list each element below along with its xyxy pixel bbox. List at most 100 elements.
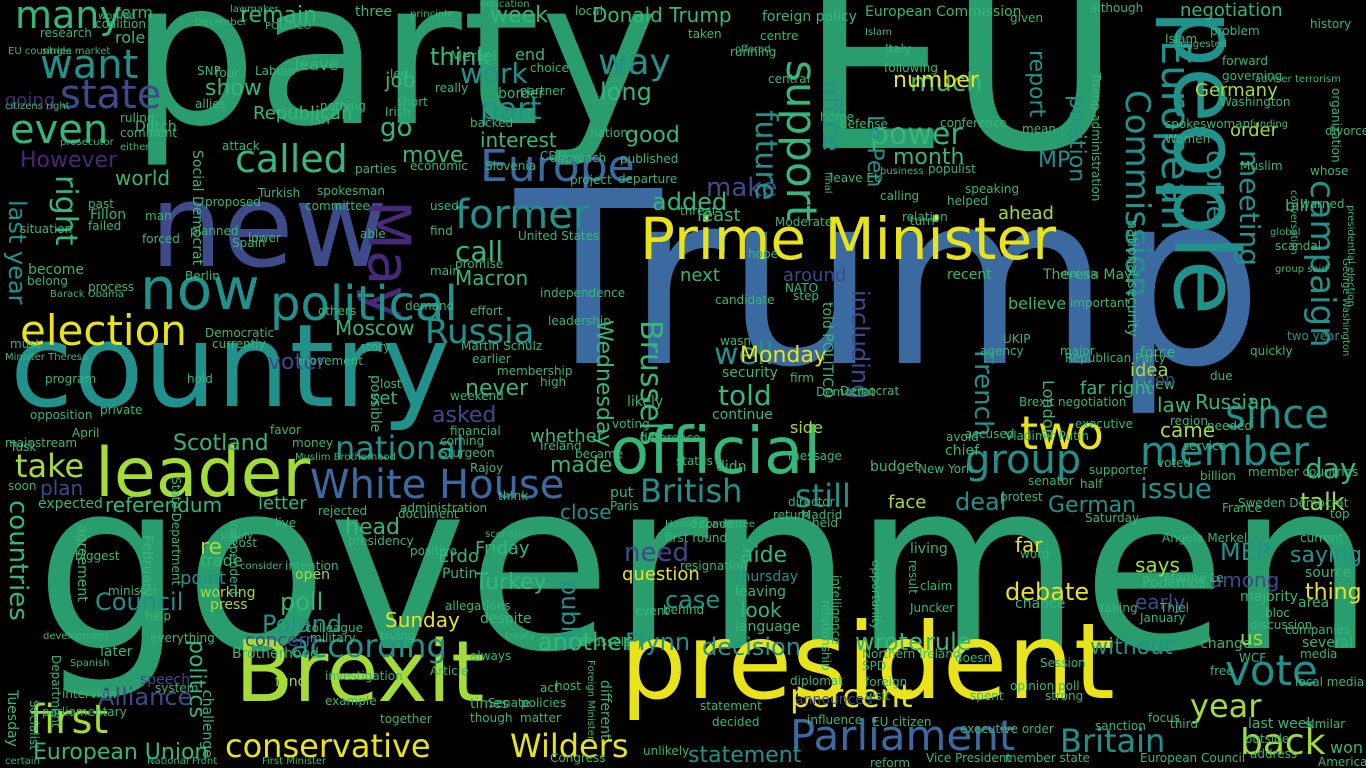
- word-article: Article: [430, 664, 469, 678]
- word-short: short: [397, 95, 428, 109]
- word-allies: allies: [195, 97, 226, 111]
- word-december: December: [195, 17, 247, 28]
- word-snp: SNP: [197, 64, 221, 78]
- word-whether: whether: [530, 426, 605, 447]
- word-don: don: [1145, 370, 1176, 389]
- word-speech: speech: [140, 672, 190, 688]
- word-turn: turn: [910, 214, 935, 228]
- word-didn: didn: [716, 459, 747, 475]
- word-language: language: [735, 619, 801, 635]
- word-madrid: Madrid: [801, 508, 843, 522]
- word-committee: committee: [305, 199, 370, 213]
- word-matter: matter: [520, 711, 561, 725]
- word-white-house: White House: [310, 462, 565, 508]
- word-thing: thing: [1305, 580, 1362, 605]
- word-wilders: Wilders: [510, 727, 629, 765]
- word-administration: administration: [400, 501, 488, 515]
- word-northern-ireland: Northern Ireland: [862, 647, 961, 661]
- word-forced: forced: [142, 232, 180, 246]
- word-conversation: conversation: [1288, 190, 1299, 255]
- word-martin-schulz: Martin Schulz: [461, 339, 543, 353]
- word-published: published: [620, 152, 679, 166]
- word-countries: countries: [3, 500, 33, 621]
- word-nothing: nothing: [320, 99, 366, 113]
- word-social-democrat: Social Democrat: [189, 150, 205, 266]
- word-republican: Republican: [253, 103, 353, 124]
- word-congress: Congress: [550, 751, 606, 765]
- word-brussels: Brussels: [633, 320, 668, 446]
- word-discussion: discussion: [1250, 618, 1313, 632]
- word-remain: remain: [240, 3, 318, 28]
- word-relation: relation: [902, 210, 948, 224]
- word-focus: focus: [1148, 711, 1181, 725]
- word-three: three: [355, 4, 393, 20]
- word-help: help: [145, 609, 171, 623]
- word-want: want: [40, 42, 139, 88]
- word-former: former: [455, 192, 590, 238]
- word-certain: certain: [5, 756, 40, 767]
- word-political: political: [270, 276, 458, 332]
- word-take: take: [15, 447, 85, 485]
- word-referendum: referendum: [105, 493, 223, 517]
- word-country: country: [10, 300, 450, 434]
- word-juncker: Juncker: [910, 601, 955, 615]
- word-soon: soon: [8, 479, 37, 493]
- word-told-politico: told POLITICO: [819, 302, 835, 399]
- word-example: example: [325, 694, 377, 708]
- word-system: system: [155, 681, 199, 695]
- word-campaign: campaign: [1302, 180, 1342, 348]
- word-act: act: [540, 681, 559, 695]
- word-mainstream: mainstream: [5, 436, 78, 450]
- word-came: came: [1160, 418, 1216, 442]
- word-another: another: [538, 628, 632, 656]
- word-money: money: [292, 436, 334, 450]
- word-brexit: Brexit: [235, 623, 485, 722]
- word-step: step: [793, 289, 819, 303]
- word-brussels: Brussels: [580, 635, 631, 649]
- word-thiel: Thiel: [1160, 601, 1189, 615]
- word-podemos: Podemos: [1142, 575, 1206, 591]
- word-rule: rule: [925, 628, 972, 656]
- word-issue: issue: [1140, 472, 1212, 505]
- word-fund: fund: [275, 674, 307, 690]
- word-early: early: [1135, 590, 1186, 614]
- word-council: Council: [95, 588, 184, 616]
- word-partner: partner: [520, 84, 565, 98]
- word-socialist: Socialist: [27, 700, 41, 750]
- word-simply: simply: [220, 531, 253, 542]
- word-local: local: [575, 4, 603, 18]
- word-allegations: allegations: [445, 599, 511, 613]
- word-now: now: [140, 255, 260, 323]
- word-investigation: investigation: [325, 669, 403, 683]
- word-minister-theresa: Minister Theresa: [5, 352, 89, 363]
- word-national: national: [335, 429, 465, 467]
- word-trying: trying: [380, 629, 416, 643]
- word-russia: Russia: [425, 312, 535, 352]
- word-told: told: [718, 379, 772, 412]
- word-view: view: [1143, 377, 1176, 393]
- word-look: look: [740, 598, 782, 622]
- word-law: law: [1157, 393, 1192, 417]
- word-leave-eu: leave EU: [830, 171, 883, 185]
- word-favor: favor: [270, 423, 301, 437]
- word-others: others: [318, 304, 357, 318]
- word-press: press: [210, 597, 248, 613]
- word-sweden-democrat: Sweden Democrat: [1238, 496, 1349, 510]
- word-single-market: single market: [42, 46, 111, 57]
- word-senator: senator: [1028, 474, 1074, 488]
- word-really: really: [435, 81, 469, 95]
- word-high: high: [540, 375, 567, 389]
- word-similar: similar: [1305, 717, 1346, 731]
- word-mep: MEP: [1220, 538, 1271, 566]
- word-local-media: local media: [1295, 675, 1365, 689]
- word-though: though: [470, 711, 513, 725]
- word-people: people: [1153, 10, 1258, 316]
- word-together: together: [380, 712, 432, 726]
- word-conservative: conservative: [225, 727, 431, 765]
- word-hope: hope: [748, 247, 778, 261]
- word-doesn: doesn: [955, 651, 992, 665]
- word-make: make: [706, 173, 778, 203]
- word-may: May: [355, 200, 423, 320]
- word-document: document: [398, 507, 459, 521]
